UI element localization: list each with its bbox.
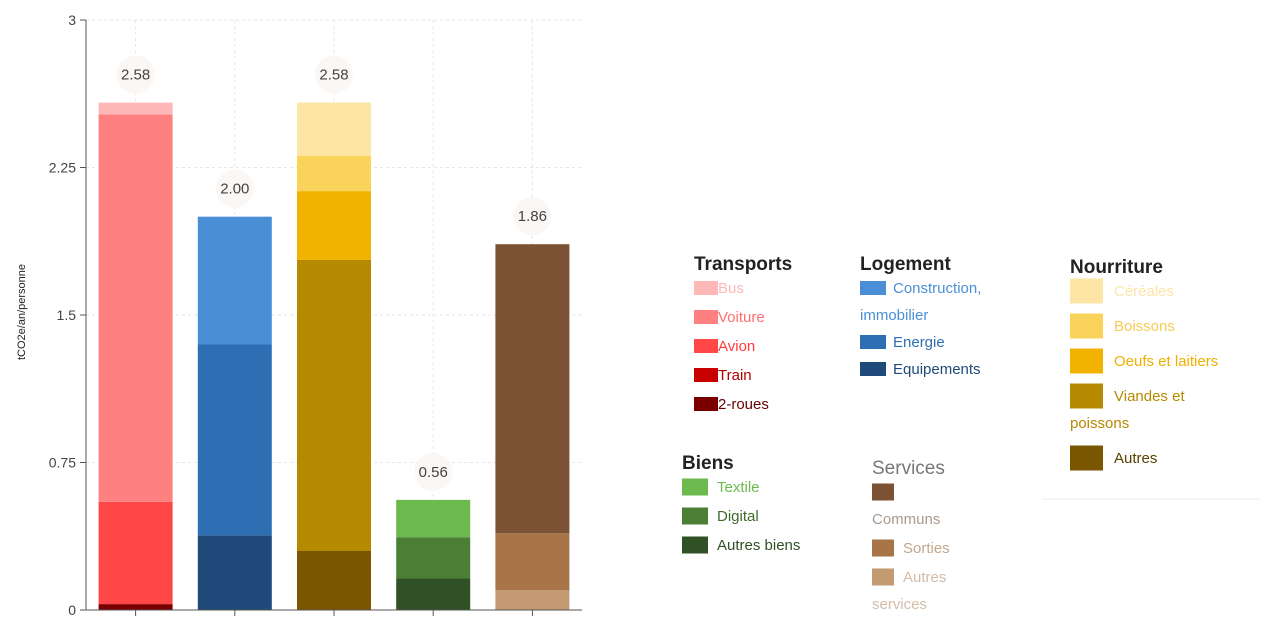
- legend-item-label: services: [872, 596, 927, 613]
- bar-segment: [98, 501, 173, 605]
- legend-item-label: Energie: [893, 334, 945, 351]
- legend-swatch: [860, 281, 886, 295]
- bar-segment: [297, 155, 371, 192]
- legend-item-label: Autres: [1114, 450, 1157, 467]
- legend-item-label: Communs: [872, 511, 940, 528]
- legend-item-label: Boissons: [1114, 318, 1175, 335]
- legend-item-label: Oeufs et laitiers: [1114, 353, 1218, 370]
- y-tick-label: 0.75: [49, 455, 76, 471]
- legend-group-title: Transports: [694, 254, 792, 275]
- legend-swatch: [872, 539, 894, 557]
- legend-swatch: [1070, 278, 1103, 304]
- legend-item-label: Digital: [717, 508, 759, 525]
- bar-segment: [98, 114, 173, 502]
- legend-item-label: immobilier: [860, 307, 928, 324]
- legend-swatch: [872, 483, 894, 501]
- legend-item-label: 2-roues: [718, 396, 769, 413]
- total-bubble: [513, 197, 552, 236]
- bar-segment: [98, 604, 173, 610]
- legend-item-label: Sorties: [903, 540, 950, 557]
- y-tick-label: 3: [68, 12, 76, 28]
- chart-axes: 0 0.75 1.5 2.25 3: [49, 12, 582, 618]
- bar-segment: [297, 102, 371, 156]
- bar-segment: [197, 535, 272, 610]
- bar-segment: [495, 533, 570, 591]
- bar-segment: [297, 191, 371, 260]
- legend-swatch: [1070, 383, 1103, 409]
- legend-item-label: Construction,: [893, 280, 981, 297]
- bar-segment: [297, 259, 371, 551]
- legend-item-label: Bus: [718, 280, 744, 297]
- legend-swatch: [1070, 313, 1103, 339]
- legend-swatch: [1070, 348, 1103, 374]
- legend-item-label: Equipements: [893, 361, 981, 378]
- bar-segment: [495, 590, 570, 610]
- bar-segment: [197, 344, 272, 536]
- legend-swatch: [872, 568, 894, 586]
- legend-item-label: Train: [718, 367, 752, 384]
- bar-total-label: 1.86: [518, 208, 547, 225]
- legend-item-label: Autres: [903, 569, 946, 586]
- legend-swatch: [694, 281, 718, 295]
- legend-item-label: Céréales: [1114, 283, 1174, 300]
- legend-item-label: Avion: [718, 338, 755, 355]
- bar-segment: [297, 551, 371, 610]
- y-tick-label: 1.5: [57, 307, 77, 323]
- bar-segment: [396, 537, 471, 579]
- legend-swatch: [860, 335, 886, 349]
- bar-total-label: 2.58: [319, 67, 348, 84]
- legend-item-label: Viandes et: [1114, 388, 1185, 405]
- chart-legend: Transports Bus Voiture Avion Train 2-roues Log…: [682, 254, 1218, 613]
- bar-segment: [197, 216, 272, 345]
- bar-total-label: 0.56: [419, 464, 448, 481]
- y-tick-label: 2.25: [49, 160, 76, 176]
- bar-total-label: 2.00: [220, 181, 249, 198]
- legend-item-label: Autres biens: [717, 537, 800, 554]
- bar-segment: [396, 499, 471, 538]
- bar-segment: [495, 244, 570, 534]
- legend-swatch: [694, 397, 718, 411]
- legend-swatch: [682, 478, 708, 496]
- bar-segment: [98, 102, 173, 115]
- total-bubble: [215, 169, 254, 208]
- legend-swatch: [1070, 445, 1103, 471]
- legend-swatch: [694, 310, 718, 324]
- legend-group-title: Logement: [860, 254, 951, 275]
- bar-total-label: 2.58: [121, 67, 150, 84]
- legend-swatch: [694, 339, 718, 353]
- total-bubble: [414, 452, 453, 491]
- chart-totals: 2.58 2.00 2.58 0.56 1.86: [116, 55, 552, 491]
- legend-swatch: [694, 368, 718, 382]
- legend-item-label: Textile: [717, 479, 760, 496]
- legend-swatch: [682, 536, 708, 554]
- total-bubble: [315, 55, 353, 94]
- legend-swatch: [860, 362, 886, 376]
- legend-item-label: Voiture: [718, 309, 765, 326]
- legend-group-title: Nourriture: [1070, 257, 1163, 278]
- y-axis-label: tCO2e/an/personne: [16, 264, 28, 360]
- legend-group-title: Services: [872, 458, 945, 479]
- y-tick-label: 0: [68, 602, 76, 618]
- chart-bars: [98, 102, 570, 610]
- total-bubble: [116, 55, 155, 94]
- legend-item-label: poissons: [1070, 415, 1129, 432]
- legend-group-title: Biens: [682, 453, 734, 474]
- legend-swatch: [682, 507, 708, 525]
- bar-segment: [396, 578, 471, 610]
